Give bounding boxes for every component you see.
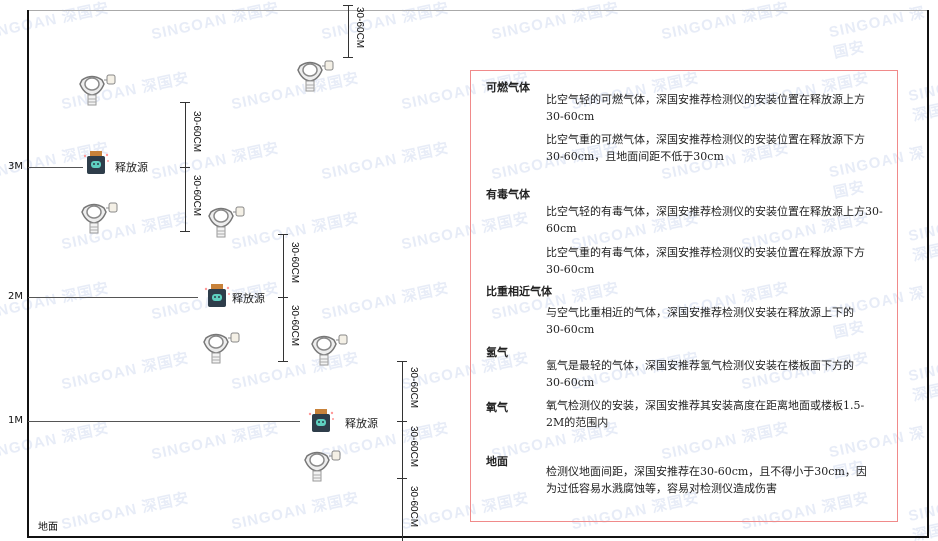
- release-source-icon: [307, 408, 335, 438]
- dimension-line: [348, 5, 349, 57]
- ground-label: 地面: [38, 522, 58, 533]
- dimension-tick: [397, 421, 407, 422]
- dimension-label: 30-60CM: [354, 7, 365, 49]
- dimension-line: [402, 421, 403, 478]
- watermark: SINGOAN 深国安: [659, 0, 791, 44]
- level-1m-line: [28, 421, 300, 422]
- gas-detector-icon: [296, 58, 340, 96]
- dimension-line: [185, 102, 186, 167]
- dimension-label: 30-60CM: [408, 485, 419, 527]
- dimension-label: 30-60CM: [408, 425, 419, 467]
- release-source-label: 释放源: [232, 292, 265, 305]
- watermark: SINGOAN 深国安: [149, 139, 281, 184]
- dimension-tick: [180, 231, 190, 232]
- watermark: SINGOAN 深国安: [906, 72, 938, 125]
- gas-detector-icon: [80, 200, 124, 238]
- recommendation-panel: 可燃气体 比空气轻的可燃气体，深国安推荐检测仪的安装位置在释放源上方30-60c…: [470, 70, 898, 522]
- section-text: 比空气轻的有毒气体，深国安推荐检测仪的安装位置在释放源上方30-60cm: [546, 205, 883, 235]
- section-text: 氢气是最轻的气体，深国安推荐氢气检测仪安装在楼板面下方的30-60cm: [546, 359, 854, 389]
- watermark: SINGOAN 深国安: [149, 0, 281, 44]
- dimension-line: [283, 234, 284, 297]
- section-title: 比重相近气体: [486, 285, 552, 298]
- watermark: SINGOAN 深国安: [59, 489, 191, 534]
- dimension-line: [185, 167, 186, 231]
- watermark: SINGOAN 深国安: [489, 0, 621, 44]
- level-3m: 3M: [8, 161, 23, 172]
- dimension-label: 30-60CM: [191, 175, 202, 217]
- gas-detector-icon: [78, 72, 122, 110]
- dimension-tick: [397, 361, 407, 362]
- watermark: SINGOAN 深国安: [319, 0, 451, 44]
- watermark: SINGOAN 深国安: [59, 209, 191, 254]
- dimension-tick: [397, 478, 407, 479]
- watermark: SINGOAN 深国安: [906, 492, 938, 541]
- section-title: 氧气: [486, 401, 508, 414]
- watermark: SINGOAN 深国安: [59, 349, 191, 394]
- gas-detector-icon: [310, 332, 354, 370]
- watermark: SINGOAN 深国安: [319, 139, 451, 184]
- watermark: SINGOAN 深国安: [319, 279, 451, 324]
- dimension-label: 30-60CM: [191, 110, 202, 152]
- section-text: 与空气比重相近的气体，深国安推荐检测仪安装在释放源上下的30-60cm: [546, 306, 854, 336]
- dimension-label: 30-60CM: [289, 241, 300, 283]
- watermark: SINGOAN 深国安: [0, 0, 111, 44]
- ceiling-line: [27, 10, 929, 11]
- dimension-tick: [278, 361, 288, 362]
- watermark: SINGOAN 深国安: [906, 212, 938, 265]
- dimension-tick: [278, 234, 288, 235]
- dimension-tick: [180, 102, 190, 103]
- section-text: 比空气重的可燃气体，深国安推荐检测仪的安装位置在释放源下方30-60cm，且地面…: [546, 133, 865, 163]
- level-2m-line: [28, 297, 198, 298]
- section-text: 检测仪地面间距，深国安推荐在30-60cm，且不得小于30cm，因为过低容易水溅…: [546, 465, 867, 495]
- level-2m: 2M: [8, 291, 23, 302]
- section-text: 氧气检测仪的安装，深国安推荐其安装高度在距离地面或楼板1.5-2M的范围内: [546, 399, 865, 429]
- dimension-tick: [343, 5, 353, 6]
- section-text: 比空气轻的可燃气体，深国安推荐检测仪的安装位置在释放源上方30-60cm: [546, 93, 865, 123]
- dimension-label: 30-60CM: [289, 305, 300, 347]
- ground-line: [27, 536, 929, 538]
- gas-detector-icon: [303, 448, 347, 486]
- dimension-tick: [343, 57, 353, 58]
- dimension-line: [402, 361, 403, 421]
- release-source-icon: [82, 150, 110, 180]
- watermark: SINGOAN 深国安: [149, 419, 281, 464]
- section-title: 地面: [486, 455, 508, 468]
- right-wall: [927, 10, 929, 537]
- release-source-label: 释放源: [345, 417, 378, 430]
- section-title: 可燃气体: [486, 81, 530, 94]
- dimension-tick: [180, 167, 190, 168]
- release-source-icon: [203, 283, 231, 313]
- level-3m-line: [28, 167, 83, 168]
- level-1m: 1M: [8, 415, 23, 426]
- section-text: 比空气重的有毒气体，深国安推荐检测仪的安装位置在释放源下方30-60cm: [546, 246, 865, 276]
- dimension-line: [402, 478, 403, 541]
- dimension-tick: [278, 297, 288, 298]
- dimension-line: [283, 297, 284, 361]
- gas-detector-icon: [202, 330, 246, 368]
- watermark: SINGOAN 深国安: [906, 352, 938, 405]
- left-wall: [27, 10, 29, 537]
- section-title: 氢气: [486, 346, 508, 359]
- dimension-label: 30-60CM: [408, 367, 419, 409]
- release-source-label: 释放源: [115, 161, 148, 174]
- gas-detector-icon: [207, 204, 251, 242]
- watermark: SINGOAN 深国安: [229, 489, 361, 534]
- section-title: 有毒气体: [486, 188, 530, 201]
